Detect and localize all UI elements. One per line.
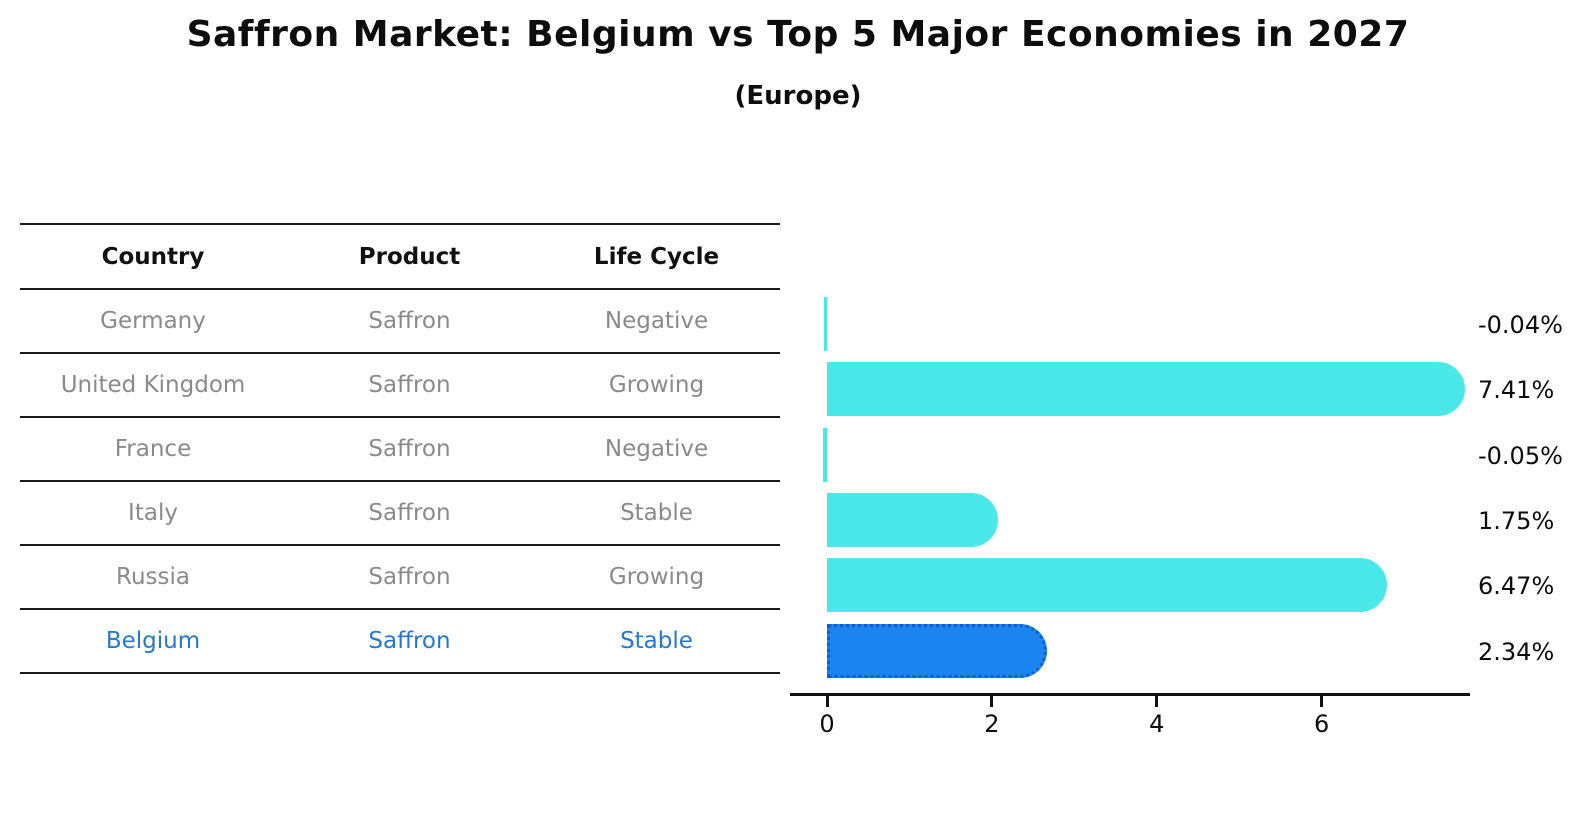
bar-germany (824, 297, 827, 351)
table-row-united-kingdom: United Kingdom Saffron Growing (20, 353, 780, 418)
value-label-belgium: 2.34% (1478, 637, 1555, 666)
cell-country: United Kingdom (20, 353, 286, 418)
table-row-france: France Saffron Negative (20, 417, 780, 482)
table-row-germany: Germany Saffron Negative (20, 289, 780, 354)
x-axis-tick-label-2: 2 (984, 710, 1000, 738)
bar-belgium (827, 623, 1047, 678)
column-header-product: Product (286, 224, 533, 290)
cell-life-cycle: Negative (533, 417, 780, 482)
bar-france (823, 427, 827, 482)
cell-product: Saffron (286, 289, 533, 354)
bar-united-kingdom (827, 362, 1465, 417)
cell-life-cycle: Negative (533, 289, 780, 354)
cell-life-cycle: Stable (533, 609, 780, 674)
column-header-country: Country (20, 224, 286, 290)
country-table: Country Product Life Cycle Germany Saffro… (20, 223, 780, 674)
x-axis-tick-label-4: 4 (1149, 710, 1165, 738)
value-label-germany: -0.04% (1478, 311, 1563, 339)
x-axis-line (790, 693, 1470, 696)
cell-country: Russia (20, 545, 286, 610)
table-header-row: Country Product Life Cycle (20, 224, 780, 290)
chart-title: Saffron Market: Belgium vs Top 5 Major E… (186, 14, 1410, 55)
cell-product: Saffron (286, 417, 533, 482)
cell-life-cycle: Growing (533, 353, 780, 418)
value-label-russia: 6.47% (1478, 572, 1555, 601)
x-axis-tick-2 (990, 696, 994, 707)
cell-country: Italy (20, 481, 286, 546)
value-label-italy: 1.75% (1478, 506, 1555, 535)
cell-product: Saffron (286, 481, 533, 546)
cell-country: France (20, 417, 286, 482)
value-label-united-kingdom: 7.41% (1478, 376, 1555, 405)
x-axis-tick-4 (1155, 696, 1159, 707)
table-row-russia: Russia Saffron Growing (20, 545, 780, 610)
table-row-italy: Italy Saffron Stable (20, 481, 780, 546)
cell-product: Saffron (286, 545, 533, 610)
x-axis-tick-0 (825, 696, 829, 707)
cell-product: Saffron (286, 609, 533, 674)
cell-country: Belgium (20, 609, 286, 674)
cell-life-cycle: Stable (533, 481, 780, 546)
bar-italy (827, 492, 999, 547)
cell-product: Saffron (286, 353, 533, 418)
value-label-france: -0.05% (1478, 441, 1563, 470)
column-header-life-cycle: Life Cycle (533, 224, 780, 290)
cell-life-cycle: Growing (533, 545, 780, 610)
table-row-belgium: Belgium Saffron Stable (20, 609, 780, 674)
x-axis-tick-6 (1320, 696, 1324, 707)
x-axis-tick-label-0: 0 (819, 710, 835, 738)
cell-country: Germany (20, 289, 286, 354)
bar-russia (827, 558, 1388, 613)
x-axis-tick-label-6: 6 (1314, 710, 1330, 738)
chart-subtitle: (Europe) (734, 81, 862, 111)
